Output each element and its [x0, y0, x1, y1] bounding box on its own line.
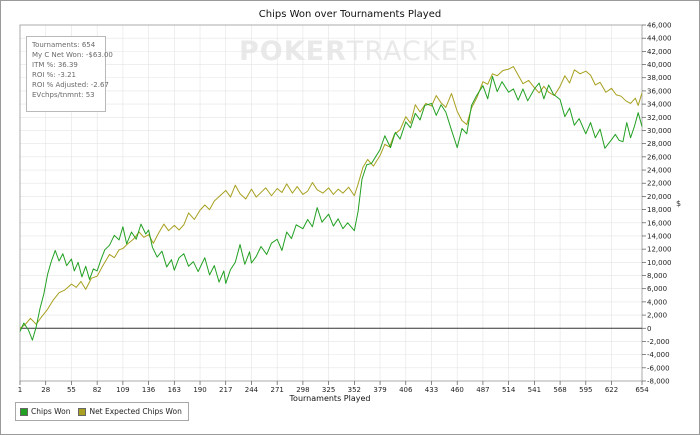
x-tick-label: 244: [245, 386, 259, 394]
x-tick-label: 541: [528, 386, 541, 394]
y-tick-label: 16,000: [647, 219, 672, 227]
x-tick-label: 82: [93, 386, 102, 394]
legend-label-net-expected: Net Expected Chips Won: [89, 407, 182, 416]
stat-tournaments: Tournaments: 654: [32, 41, 96, 49]
y-tick-label: 44,000: [647, 35, 672, 43]
y-tick-label: 28,000: [647, 140, 672, 148]
x-tick-label: 190: [193, 386, 206, 394]
y-tick-label: 10,000: [647, 259, 672, 267]
y-tick-label: -6,000: [647, 364, 670, 372]
y-tick-label: 18,000: [647, 206, 672, 214]
x-tick-label: 298: [296, 386, 309, 394]
x-tick-label: 568: [553, 386, 566, 394]
y-tick-label: 24,000: [647, 167, 672, 175]
stat-net-won: My C Net Won: -$63.00: [32, 51, 113, 60]
x-axis-label: Tournaments Played: [289, 394, 371, 403]
x-tick-label: 55: [67, 386, 76, 394]
stats-box: Tournaments: 654 My C Net Won: -$63.00 I…: [26, 36, 113, 112]
y-tick-label: 36,000: [647, 87, 672, 95]
legend-label-chips-won: Chips Won: [31, 407, 71, 416]
y-tick-label: 4,000: [647, 298, 667, 306]
y-unit-mark: $: [676, 199, 682, 208]
x-tick-label: 136: [142, 386, 156, 394]
y-tick-label: -4,000: [647, 351, 670, 359]
x-tick-label: 163: [168, 386, 181, 394]
x-tick-label: 325: [322, 386, 335, 394]
chart-legend: Chips Won Net Expected Chips Won: [15, 402, 189, 421]
x-tick-label: 271: [270, 386, 283, 394]
y-tick-label: 0: [647, 325, 651, 333]
y-tick-label: 30,000: [647, 127, 672, 135]
series-line-chips-won: [19, 75, 643, 341]
y-tick-label: 6,000: [647, 285, 667, 293]
y-tick-label: 46,000: [647, 22, 672, 30]
x-tick-label: 433: [425, 386, 438, 394]
series-line-net-expected-chips-won: [19, 66, 643, 329]
x-tick-label: 217: [219, 386, 232, 394]
y-tick-label: 8,000: [647, 272, 667, 280]
x-tick-label: 352: [348, 386, 361, 394]
x-tick-label: 460: [451, 386, 464, 394]
y-tick-label: 34,000: [647, 101, 672, 109]
x-tick-label: 379: [373, 386, 386, 394]
x-tick-label: 654: [635, 386, 649, 394]
x-tick-label: 109: [116, 386, 129, 394]
x-tick-label: 487: [476, 386, 489, 394]
y-tick-label: 40,000: [647, 61, 672, 69]
y-tick-label: 26,000: [647, 153, 672, 161]
plot-border: [19, 24, 643, 382]
x-tick-label: 1: [18, 386, 22, 394]
stat-evchips: EVchps/tnmnt: 53: [32, 91, 95, 100]
y-tick-label: 20,000: [647, 193, 672, 201]
chart-title: Chips Won over Tournaments Played: [258, 9, 442, 20]
legend-item-net-expected[interactable]: Net Expected Chips Won: [78, 407, 182, 416]
stat-itm: ITM %: 36.39: [32, 61, 78, 70]
y-tick-label: 38,000: [647, 74, 672, 82]
stat-roi: ROI %: -3.21: [32, 71, 77, 80]
y-tick-label: -2,000: [647, 338, 670, 346]
y-tick-label: 2,000: [647, 312, 667, 320]
x-tick-label: 28: [41, 386, 50, 394]
legend-item-chips-won[interactable]: Chips Won: [20, 407, 70, 416]
x-tick-label: 406: [399, 386, 413, 394]
x-tick-label: 514: [502, 386, 516, 394]
y-tick-label: 22,000: [647, 180, 672, 188]
x-tick-label: 595: [579, 386, 592, 394]
stat-roi-adjusted: ROI % Adjusted: -2.67: [32, 81, 109, 90]
legend-swatch-net-expected: [78, 407, 87, 416]
legend-swatch-chips-won: [20, 407, 28, 416]
y-tick-label: -8,000: [647, 378, 670, 386]
y-tick-label: 14,000: [647, 232, 672, 240]
x-tick-label: 622: [605, 386, 618, 394]
y-tick-label: 12,000: [647, 246, 672, 254]
y-tick-label: 42,000: [647, 48, 672, 56]
y-tick-label: 32,000: [647, 114, 672, 122]
